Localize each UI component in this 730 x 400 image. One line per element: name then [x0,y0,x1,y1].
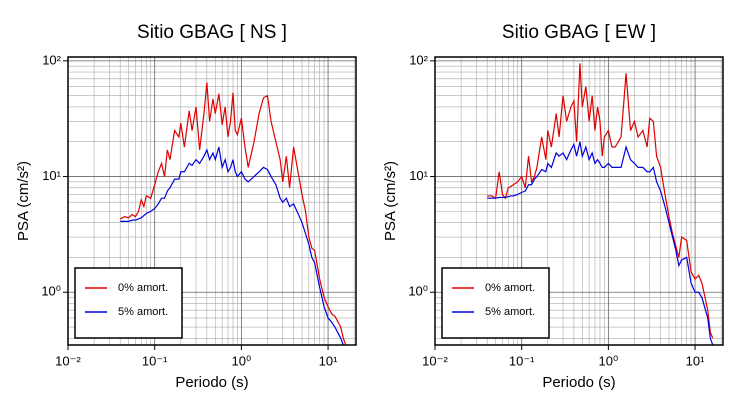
series-line [119,82,347,345]
x-tick-label: 10⁻¹ [142,353,168,368]
panel: 10⁻² 10⁻¹ 10⁰ 10¹ 10⁰ 10¹ 10² Sitio GBAG [ EW ]… [382,22,724,391]
y-tick-label: 10² [42,52,61,67]
legend-label: 0% amort. [118,282,168,294]
x-tick-label: 10⁻² [55,353,81,368]
series-line [487,63,714,339]
x-tick-label: 10⁰ [232,353,252,368]
x-tick-label: 10¹ [686,353,705,368]
legend-label: 0% amort. [485,282,535,294]
legend-label: 5% amort. [485,306,535,318]
legend-box [74,267,183,339]
x-tick-label: 10⁻¹ [509,353,535,368]
legend-box [441,267,550,339]
chart-title: Sitio GBAG [ EW ] [502,22,656,43]
x-tick-label: 10⁻² [422,353,448,368]
legend-label: 5% amort. [118,306,168,318]
y-tick-label: 10² [409,52,428,67]
y-axis-label: PSA (cm/s²) [15,161,32,241]
y-tick-label: 10⁰ [41,284,61,299]
y-tick-label: 10⁰ [408,284,428,299]
plot-frame [67,56,357,346]
panel: 10⁻² 10⁻¹ 10⁰ 10¹ 10⁰ 10¹ 10² Sitio GBAG [ NS ]… [15,22,357,391]
x-tick-label: 10¹ [319,353,338,368]
x-axis-label: Periodo (s) [175,374,248,391]
series-line [120,146,345,345]
y-tick-label: 10¹ [42,168,61,183]
x-tick-label: 10⁰ [599,353,619,368]
legend: 0% amort. 5% amort. [74,267,183,339]
y-tick-label: 10¹ [409,168,428,183]
x-axis-label: Periodo (s) [542,374,615,391]
chart-title: Sitio GBAG [ NS ] [137,22,287,43]
legend: 0% amort. 5% amort. [441,267,550,339]
plot-frame [434,56,724,346]
y-axis-label: PSA (cm/s²) [382,161,399,241]
series-line [487,141,714,345]
